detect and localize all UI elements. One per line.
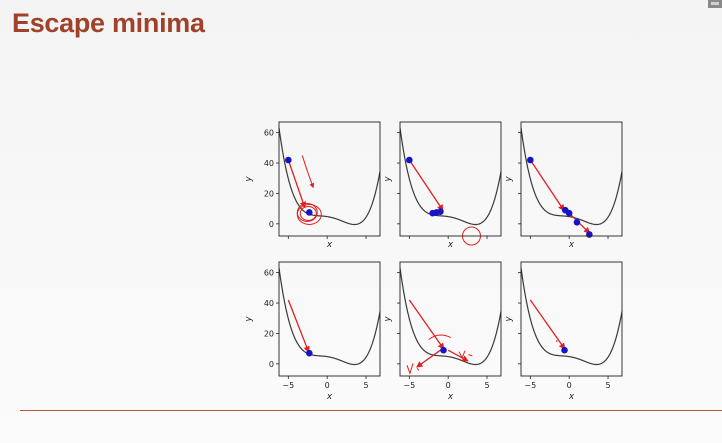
iterate-point — [565, 209, 573, 217]
iterate-point — [573, 219, 581, 226]
iterate-point — [440, 346, 447, 354]
x-tick-label: −5 — [403, 381, 415, 390]
plot-frame — [278, 261, 381, 377]
step-arrow — [287, 299, 310, 353]
hand-drawn-stroke — [428, 334, 451, 340]
step-arrow — [416, 349, 441, 368]
y-tick-label: 20 — [264, 329, 274, 338]
x-axis-label: x — [326, 240, 333, 250]
step-arrow — [447, 349, 469, 362]
x-tick-label: 0 — [325, 381, 330, 390]
bottom-divider — [20, 410, 722, 411]
subplot-1: 0 20 40 60 x y — [244, 121, 381, 250]
hand-drawn-v-mark — [458, 350, 473, 359]
loss-curve — [521, 127, 622, 226]
step-arrow — [287, 159, 307, 209]
y-axis-label: y — [504, 316, 514, 323]
step-arrow — [408, 159, 444, 212]
x-axis-label: x — [447, 392, 454, 402]
x-axis-label: x — [568, 392, 575, 402]
subplot-5: −5 0 5 x y — [383, 261, 502, 402]
x-axis-label: x — [326, 392, 333, 402]
x-axis-label: x — [568, 240, 575, 250]
annotation-dot — [555, 340, 558, 342]
iterate-point — [406, 156, 413, 164]
y-axis-label: y — [383, 316, 393, 323]
y-tick-label: 20 — [264, 189, 274, 198]
step-arrow — [529, 159, 565, 212]
x-tick-label: 5 — [605, 381, 610, 390]
y-axis-label: y — [383, 176, 393, 183]
y-tick-label: 0 — [269, 360, 274, 369]
loss-curve — [400, 267, 501, 366]
x-tick-label: −5 — [524, 381, 536, 390]
y-tick-label: 40 — [264, 299, 274, 308]
window-corner-icon — [708, 0, 722, 8]
subplot-4: 0 20 40 60 −5 0 5 x y — [244, 261, 381, 402]
y-tick-label: 60 — [264, 269, 274, 278]
plot-frame — [520, 121, 623, 237]
loss-curve — [400, 127, 501, 226]
iterate-point — [586, 231, 593, 238]
subplot-2: xy — [383, 121, 502, 250]
hand-drawn-circle — [299, 205, 317, 221]
plot-frame — [399, 121, 502, 237]
plot-frame — [399, 261, 502, 377]
iterate-point — [306, 209, 313, 216]
step-arrow — [408, 299, 445, 350]
hand-drawn-v-mark — [406, 363, 420, 375]
plot-frame — [278, 121, 381, 237]
y-axis-label: y — [244, 176, 254, 183]
y-tick-label: 40 — [264, 159, 274, 168]
y-tick-label: 60 — [264, 129, 274, 138]
slide-title: Escape minima — [12, 8, 205, 38]
x-tick-label: 0 — [567, 381, 572, 390]
x-tick-label: −5 — [282, 381, 294, 390]
y-axis-label: y — [504, 176, 514, 183]
subplot-6: −5 0 5 x y — [504, 261, 623, 402]
x-axis-label: x — [447, 240, 454, 250]
iterate-point — [561, 346, 568, 354]
y-tick-label: 0 — [269, 220, 274, 229]
iterate-point — [437, 208, 444, 215]
iterate-point — [527, 156, 534, 164]
loss-curve — [521, 267, 622, 366]
iterate-point — [306, 349, 313, 357]
plot-frame — [520, 261, 623, 377]
step-arrow — [529, 299, 566, 350]
loss-curve — [279, 127, 380, 226]
x-tick-label: 5 — [363, 381, 368, 390]
loss-curve — [279, 267, 380, 366]
hand-drawn-arrow — [301, 155, 315, 189]
iterate-point — [285, 156, 292, 164]
x-tick-label: 0 — [446, 381, 451, 390]
x-tick-label: 5 — [484, 381, 489, 390]
y-axis-label: y — [244, 316, 254, 323]
subplot-3: xy — [504, 121, 623, 250]
hand-drawn-circle — [296, 203, 322, 225]
